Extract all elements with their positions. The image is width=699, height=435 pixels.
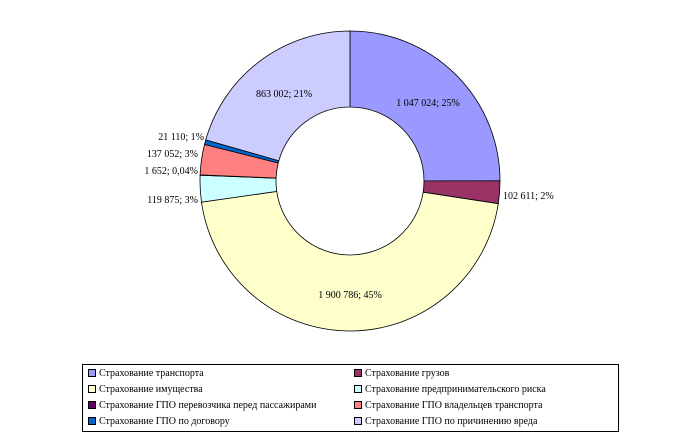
donut-slice: [201, 190, 499, 332]
legend-label: Страхование ГПО по причинению вреда: [365, 415, 538, 427]
legend-swatch: [88, 417, 96, 425]
data-label: 102 611; 2%: [503, 191, 554, 202]
donut-chart: 1 047 024; 25% 102 611; 2% 1 900 786; 45% 1…: [144, 30, 554, 332]
data-label: 137 052; 3%: [147, 149, 198, 160]
data-label: 863 002; 21%: [256, 89, 312, 100]
legend-item: Страхование транспорта: [88, 366, 204, 380]
legend-label: Страхование ГПО владельцев транспорта: [365, 399, 543, 411]
legend-swatch: [88, 401, 96, 409]
data-label: 1 900 786; 45%: [318, 290, 382, 301]
data-label: 1 652; 0,04%: [144, 166, 198, 177]
legend-swatch: [354, 369, 362, 377]
legend-item: Страхование ГПО перевозчика перед пассаж…: [88, 398, 316, 412]
data-labels-layer: 1 047 024; 25% 102 611; 2% 1 900 786; 45% 1…: [144, 89, 553, 301]
legend: Страхование транспорта Страхование грузов…: [82, 364, 619, 432]
donut-slice: [205, 30, 351, 162]
legend-swatch: [88, 385, 96, 393]
legend-label: Страхование транспорта: [99, 367, 204, 379]
legend-label: Страхование ГПО по договору: [99, 415, 230, 427]
legend-swatch: [354, 417, 362, 425]
legend-swatch: [88, 369, 96, 377]
slices-layer: [199, 30, 501, 332]
legend-label: Страхование грузов: [365, 367, 450, 379]
legend-swatch: [354, 385, 362, 393]
legend-label: Страхование ГПО перевозчика перед пассаж…: [99, 399, 317, 411]
legend-item: Страхование грузов: [354, 366, 449, 380]
legend-item: Страхование ГПО владельцев транспорта: [354, 398, 542, 412]
data-label: 119 875; 3%: [147, 195, 198, 206]
legend-label: Страхование имущества: [99, 383, 203, 395]
data-label: 1 047 024; 25%: [396, 98, 460, 109]
data-label: 21 110; 1%: [158, 132, 204, 143]
donut-slice: [349, 30, 501, 182]
legend-item: Страхование предпринимательского риска: [354, 382, 546, 396]
legend-item: Страхование имущества: [88, 382, 203, 396]
legend-label: Страхование предпринимательского риска: [365, 383, 546, 395]
legend-swatch: [354, 401, 362, 409]
legend-item: Страхование ГПО по договору: [88, 414, 230, 428]
legend-item: Страхование ГПО по причинению вреда: [354, 414, 537, 428]
